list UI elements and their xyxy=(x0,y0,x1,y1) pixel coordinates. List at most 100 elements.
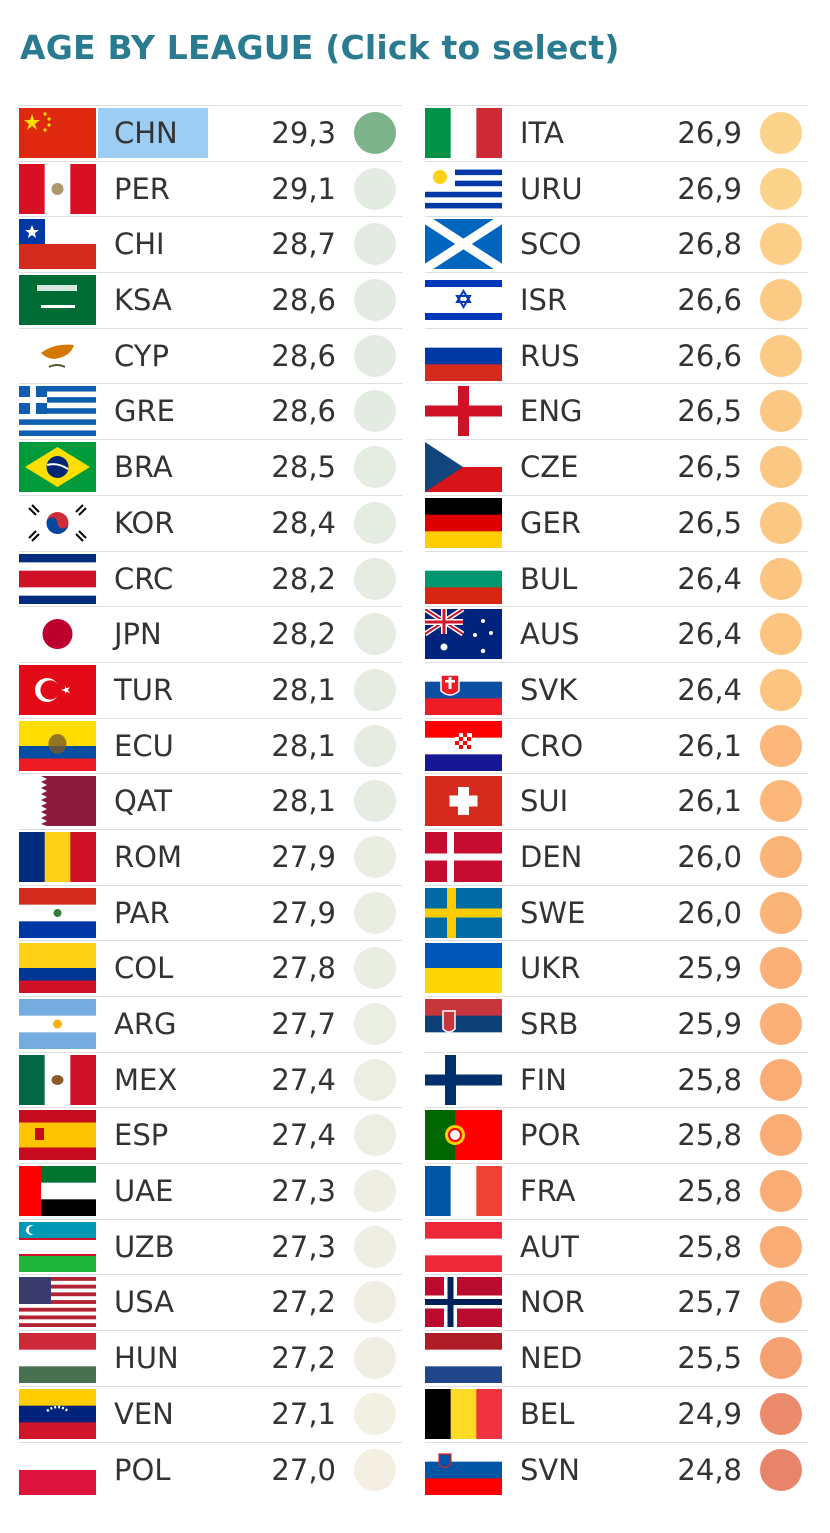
league-code[interactable]: KSA xyxy=(114,283,172,318)
league-row-svn[interactable]: SVN 24,8 xyxy=(425,1441,808,1498)
league-row-ger[interactable]: GER 26,5 xyxy=(425,494,808,551)
league-code[interactable]: USA xyxy=(114,1285,175,1320)
league-row-cze[interactable]: CZE 26,5 xyxy=(425,439,808,495)
age-color-dot[interactable] xyxy=(760,1337,802,1380)
league-row-par[interactable]: PAR 27,9 xyxy=(19,884,402,941)
league-row-isr[interactable]: ISR 26,6 xyxy=(425,272,808,328)
league-code[interactable]: PER xyxy=(114,171,170,206)
age-color-dot[interactable] xyxy=(760,1170,802,1213)
league-row-cro[interactable]: CRO 26,1 xyxy=(425,717,808,774)
league-code[interactable]: ITA xyxy=(520,116,564,150)
league-code[interactable]: ESP xyxy=(114,1118,169,1153)
league-row-hun[interactable]: HUN 27,2 xyxy=(19,1330,402,1386)
league-row-ita[interactable]: ITA 26,9 xyxy=(425,105,808,161)
league-code[interactable]: CYP xyxy=(114,338,169,373)
league-code[interactable]: NOR xyxy=(520,1285,585,1320)
league-row-sco[interactable]: SCO 26,8 xyxy=(425,216,808,272)
age-color-dot[interactable] xyxy=(354,891,396,934)
league-row-por[interactable]: POR 25,8 xyxy=(425,1107,808,1163)
league-row-bra[interactable]: BRA 28,5 xyxy=(19,439,402,495)
league-row-gre[interactable]: GRE 28,6 xyxy=(19,383,402,439)
age-color-dot[interactable] xyxy=(760,947,802,990)
age-color-dot[interactable] xyxy=(760,1114,802,1157)
league-code[interactable]: BEL xyxy=(520,1396,575,1431)
league-row-swe[interactable]: SWE 26,0 xyxy=(425,884,808,941)
league-row-bel[interactable]: BEL 24,9 xyxy=(425,1385,808,1442)
league-code[interactable]: QAT xyxy=(114,784,173,819)
league-code[interactable]: PAR xyxy=(114,895,170,930)
age-color-dot[interactable] xyxy=(354,390,396,433)
age-color-dot[interactable] xyxy=(354,1281,396,1324)
league-row-eng[interactable]: ENG 26,5 xyxy=(425,383,808,439)
age-color-dot[interactable] xyxy=(354,223,396,266)
league-code[interactable]: TUR xyxy=(114,672,174,707)
league-code[interactable]: COL xyxy=(114,951,174,986)
age-color-dot[interactable] xyxy=(354,167,396,210)
league-row-uru[interactable]: URU 26,9 xyxy=(425,160,808,217)
age-color-dot[interactable] xyxy=(354,613,396,656)
league-code[interactable]: ROM xyxy=(114,839,182,874)
age-color-dot[interactable] xyxy=(354,446,396,489)
league-code[interactable]: SVN xyxy=(520,1452,580,1487)
age-color-dot[interactable] xyxy=(354,780,396,823)
league-code[interactable]: HUN xyxy=(114,1341,179,1376)
league-code[interactable]: SUI xyxy=(520,784,569,819)
age-color-dot[interactable] xyxy=(760,1225,802,1268)
league-row-pol[interactable]: POL 27,0 xyxy=(19,1441,402,1498)
age-color-dot[interactable] xyxy=(760,613,802,656)
league-row-fin[interactable]: FIN 25,8 xyxy=(425,1051,808,1108)
age-color-dot[interactable] xyxy=(354,112,396,154)
league-code[interactable]: BRA xyxy=(114,450,173,485)
league-row-esp[interactable]: ESP 27,4 xyxy=(19,1107,402,1163)
age-color-dot[interactable] xyxy=(354,724,396,767)
league-row-svk[interactable]: SVK 26,4 xyxy=(425,661,808,718)
league-row-ven[interactable]: VEN 27,1 xyxy=(19,1385,402,1442)
age-color-dot[interactable] xyxy=(760,780,802,823)
league-code[interactable]: UZB xyxy=(114,1229,175,1264)
league-code[interactable]: ECU xyxy=(114,728,174,763)
league-code[interactable]: SVK xyxy=(520,672,578,707)
age-color-dot[interactable] xyxy=(760,446,802,489)
league-row-uzb[interactable]: UZB 27,3 xyxy=(19,1218,402,1275)
league-code[interactable]: SWE xyxy=(520,895,586,930)
age-color-dot[interactable] xyxy=(354,1337,396,1380)
league-code[interactable]: DEN xyxy=(520,839,583,874)
league-code[interactable]: MEX xyxy=(114,1062,178,1097)
age-color-dot[interactable] xyxy=(354,1448,396,1491)
league-code[interactable]: FIN xyxy=(520,1062,567,1097)
league-row-arg[interactable]: ARG 27,7 xyxy=(19,996,402,1052)
league-row-sui[interactable]: SUI 26,1 xyxy=(425,773,808,829)
league-code[interactable]: ISR xyxy=(520,283,568,318)
age-color-dot[interactable] xyxy=(760,1281,802,1324)
age-color-dot[interactable] xyxy=(354,835,396,878)
league-row-jpn[interactable]: JPN 28,2 xyxy=(19,606,402,662)
league-code[interactable]: SCO xyxy=(520,227,582,262)
age-color-dot[interactable] xyxy=(760,835,802,878)
age-color-dot[interactable] xyxy=(760,668,802,711)
league-code[interactable]: UKR xyxy=(520,951,581,986)
league-row-ecu[interactable]: ECU 28,1 xyxy=(19,717,402,774)
league-code[interactable]: CHN xyxy=(98,108,208,158)
league-row-usa[interactable]: USA 27,2 xyxy=(19,1274,402,1330)
league-row-tur[interactable]: TUR 28,1 xyxy=(19,661,402,718)
age-color-dot[interactable] xyxy=(760,1448,802,1491)
league-row-bul[interactable]: BUL 26,4 xyxy=(425,550,808,607)
age-color-dot[interactable] xyxy=(354,1225,396,1268)
league-row-ksa[interactable]: KSA 28,6 xyxy=(19,272,402,328)
age-color-dot[interactable] xyxy=(354,1170,396,1213)
league-code[interactable]: SRB xyxy=(520,1007,579,1041)
league-code[interactable]: GRE xyxy=(114,394,175,429)
league-code[interactable]: KOR xyxy=(114,505,175,540)
league-code[interactable]: CRC xyxy=(114,561,174,596)
league-code[interactable]: JPN xyxy=(114,617,162,652)
league-code[interactable]: CRO xyxy=(520,728,584,763)
league-code[interactable]: FRA xyxy=(520,1174,576,1209)
league-row-aus[interactable]: AUS 26,4 xyxy=(425,606,808,662)
age-color-dot[interactable] xyxy=(354,947,396,990)
league-row-mex[interactable]: MEX 27,4 xyxy=(19,1051,402,1108)
age-color-dot[interactable] xyxy=(354,279,396,322)
league-row-ned[interactable]: NED 25,5 xyxy=(425,1330,808,1386)
league-code[interactable]: NED xyxy=(520,1341,583,1376)
league-row-ukr[interactable]: UKR 25,9 xyxy=(425,940,808,996)
league-row-per[interactable]: PER 29,1 xyxy=(19,160,402,217)
